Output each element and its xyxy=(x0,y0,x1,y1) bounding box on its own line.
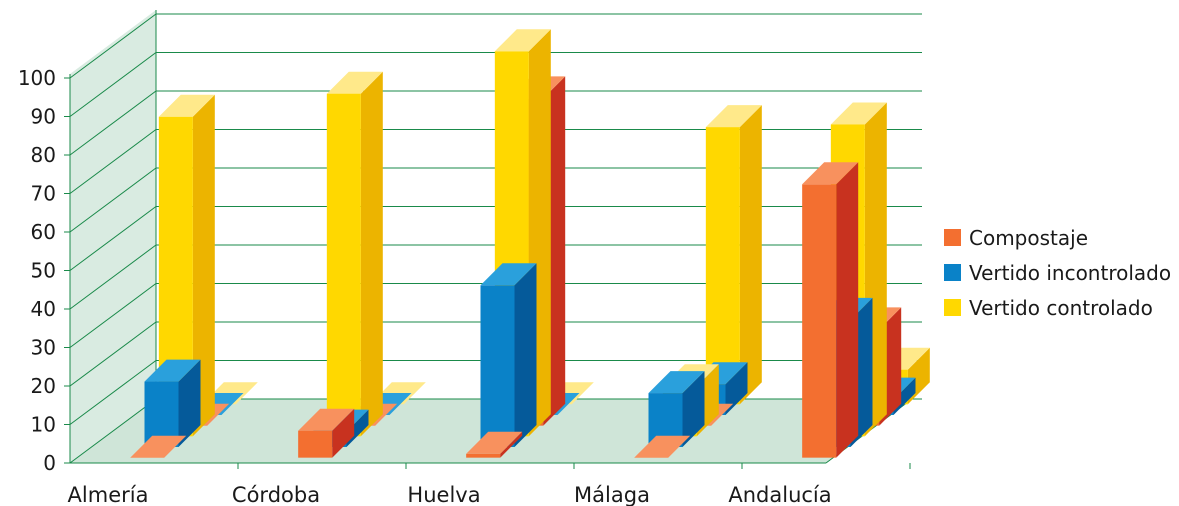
y-tick-label-90: 90 xyxy=(31,105,56,129)
legend-label-vertido-controlado: Vertido controlado xyxy=(969,295,1153,320)
legend-item-vertido-incontrolado: Vertido incontrolado xyxy=(944,255,1171,290)
bar-top xyxy=(466,431,523,454)
y-tick-label-80: 80 xyxy=(31,143,56,167)
bar-cordoba-vertido-controlado xyxy=(326,71,383,437)
x-category-label-andalucia: Andalucía xyxy=(728,483,831,506)
x-category-label-huelva: Huelva xyxy=(407,483,480,506)
bar-side xyxy=(192,94,215,437)
side-wall xyxy=(70,10,156,463)
bar-top xyxy=(130,435,187,458)
bar-front xyxy=(466,453,501,458)
bar-side xyxy=(178,359,201,447)
bar-side xyxy=(739,105,762,405)
bar-front xyxy=(705,127,740,405)
bar-huelva-vertido-incontrolado xyxy=(480,263,537,447)
x-axis-categories: Almería Córdoba Huelva Málaga Andalucía xyxy=(68,463,911,506)
bar-side xyxy=(360,71,383,437)
bar-side xyxy=(725,362,748,415)
x-category-label-malaga: Málaga xyxy=(574,483,650,506)
bar-side xyxy=(332,408,355,458)
bar-top xyxy=(326,71,383,94)
legend-swatch-compostaje xyxy=(944,229,961,246)
y-tick-label-30: 30 xyxy=(31,336,56,360)
bar-andalucia-compostaje xyxy=(802,162,859,458)
y-tick-label-0: 0 xyxy=(43,451,56,475)
bar-cordoba-compostaje xyxy=(298,408,355,458)
bar-front xyxy=(802,184,837,458)
bar-front xyxy=(326,93,361,437)
y-tick-label-40: 40 xyxy=(31,297,56,321)
y-tick-label-60: 60 xyxy=(31,220,56,244)
bar-side xyxy=(836,162,859,458)
bar-malaga-compostaje xyxy=(634,435,691,458)
bar-top xyxy=(144,359,201,382)
bar-top xyxy=(480,263,537,286)
y-tick-label-50: 50 xyxy=(31,259,56,283)
legend-item-compostaje: Compostaje xyxy=(944,220,1171,255)
y-tick-label-20: 20 xyxy=(31,374,56,398)
y-tick-label-70: 70 xyxy=(31,182,56,206)
legend-label-compostaje: Compostaje xyxy=(969,225,1088,250)
y-tick-label-10: 10 xyxy=(31,413,56,437)
bar-top xyxy=(830,102,887,125)
bar-top xyxy=(494,29,551,52)
bars xyxy=(130,29,930,458)
x-category-label-cordoba: Córdoba xyxy=(232,483,320,506)
y-tick-label-100: 100 xyxy=(18,66,56,90)
legend: Compostaje Vertido incontrolado Vertido … xyxy=(944,220,1171,325)
bar-top xyxy=(802,162,859,185)
legend-swatch-vertido-controlado xyxy=(944,299,961,316)
bar-top xyxy=(634,435,691,458)
legend-item-vertido-controlado: Vertido controlado xyxy=(944,290,1171,325)
bar-front xyxy=(298,430,333,458)
bar-malaga-row-6 xyxy=(705,105,762,405)
bar-top xyxy=(298,408,355,431)
bar-side xyxy=(682,371,705,447)
bar-top xyxy=(158,94,215,117)
bar-front xyxy=(480,285,515,447)
bar-top xyxy=(648,371,705,394)
bar-almeria-compostaje xyxy=(130,435,187,458)
bar-side xyxy=(514,263,537,447)
x-category-label-almeria: Almería xyxy=(68,483,149,506)
bar-side xyxy=(500,431,523,458)
legend-swatch-vertido-incontrolado xyxy=(944,264,961,281)
bar-top xyxy=(705,105,762,128)
legend-label-vertido-incontrolado: Vertido incontrolado xyxy=(969,260,1172,285)
bar-huelva-compostaje xyxy=(466,431,523,458)
